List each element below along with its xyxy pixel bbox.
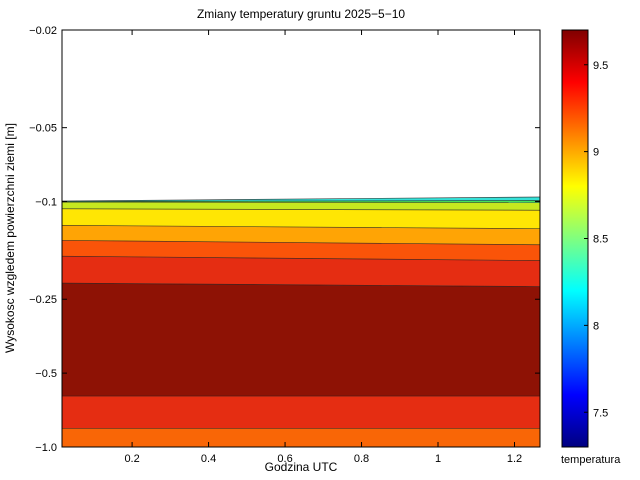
contour-line	[61, 208, 541, 211]
contour-line	[61, 255, 541, 261]
y-axis-label: Wysokosc wzgledem powierzchni ziemi [m]	[3, 123, 17, 353]
y-tick-label: −0.05	[29, 123, 57, 135]
colorbar-tick-label: 9	[593, 147, 599, 159]
orange-band-lower	[62, 428, 540, 447]
red-band	[62, 256, 540, 287]
contour-line	[61, 224, 541, 230]
red-band-lower	[62, 396, 540, 429]
y-tick-label: −0.02	[29, 25, 57, 37]
y-tick-label: −0.25	[29, 294, 57, 306]
orange-band	[62, 225, 540, 245]
x-tick-label: 0.8	[354, 453, 369, 465]
colorbar-tick-label: 9.5	[593, 60, 608, 72]
axis-ticks	[62, 29, 540, 448]
colorbar-tick-labels: 7.5 8 8.5 9 9.5	[584, 60, 608, 419]
plot-border	[61, 29, 541, 448]
y-tick-labels: −0.02 −0.05 −0.1 −0.25 −0.5 −1.0	[29, 25, 57, 454]
vermilion-band	[62, 240, 540, 261]
colorbar	[561, 29, 589, 448]
x-tick-label: 0.4	[201, 453, 216, 465]
yellow-band	[62, 208, 540, 229]
dark-red-band	[62, 283, 540, 397]
chart-title: Zmiany temperatury gruntu 2025−5−10	[197, 7, 405, 21]
contour-line	[61, 240, 541, 246]
colorbar-tick-label: 8	[593, 320, 599, 332]
contour-line	[61, 282, 541, 287]
x-tick-labels: 0.2 0.4 0.6 0.8 1 1.2	[124, 453, 522, 465]
x-tick-label: 1	[435, 453, 441, 465]
colorbar-tick-label: 7.5	[593, 407, 608, 419]
contour-line	[61, 201, 541, 203]
y-tick-label: −1.0	[35, 442, 57, 454]
y-tick-label: −0.5	[35, 368, 57, 380]
colorbar-label: temperatura	[561, 454, 621, 466]
x-tick-label: 0.2	[124, 453, 139, 465]
yellow-green-band	[62, 202, 540, 211]
x-tick-label: 0.6	[277, 453, 292, 465]
contour-bands	[61, 196, 541, 447]
x-axis-label: Godzina UTC	[265, 460, 338, 474]
x-tick-label: 1.2	[507, 453, 522, 465]
contour-line	[61, 200, 541, 202]
y-tick-label: −0.1	[35, 197, 57, 209]
contour-line	[61, 196, 541, 202]
colorbar-tick-label: 8.5	[593, 234, 608, 246]
